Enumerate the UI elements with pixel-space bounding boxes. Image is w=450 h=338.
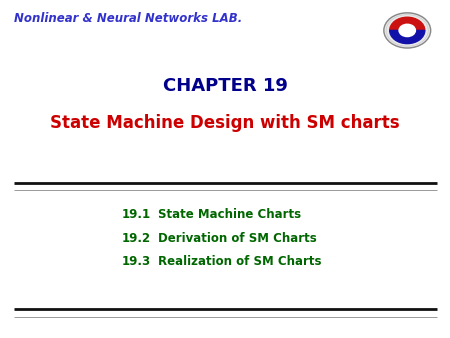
Text: 19.2: 19.2 — [122, 232, 151, 245]
Text: Nonlinear & Neural Networks LAB.: Nonlinear & Neural Networks LAB. — [14, 12, 242, 25]
Text: State Machine Design with SM charts: State Machine Design with SM charts — [50, 114, 400, 132]
Text: Derivation of SM Charts: Derivation of SM Charts — [158, 232, 316, 245]
Text: CHAPTER 19: CHAPTER 19 — [162, 77, 288, 95]
Circle shape — [384, 13, 431, 48]
Text: 19.1: 19.1 — [122, 208, 151, 221]
Wedge shape — [390, 30, 425, 44]
Text: 19.3: 19.3 — [122, 256, 151, 268]
Circle shape — [399, 24, 415, 37]
Wedge shape — [390, 17, 425, 30]
Text: State Machine Charts: State Machine Charts — [158, 208, 301, 221]
Text: Realization of SM Charts: Realization of SM Charts — [158, 256, 321, 268]
